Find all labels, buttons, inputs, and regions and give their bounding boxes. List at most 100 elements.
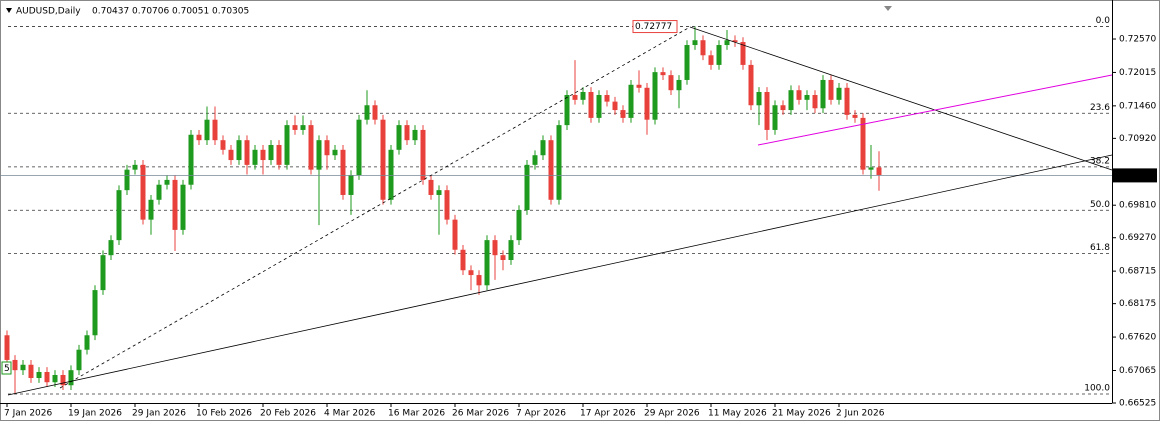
candle-body	[108, 240, 114, 256]
y-tick-label: 0.70920	[1119, 134, 1156, 144]
x-tick-label: 20 Feb 2026	[260, 409, 316, 419]
x-tick-label: 10 Feb 2026	[196, 409, 252, 419]
candle-body	[420, 129, 426, 180]
x-tick-label: 19 Jan 2026	[68, 409, 122, 419]
candle-body	[828, 79, 834, 100]
plot	[0, 20, 1112, 395]
candle-body	[572, 95, 578, 100]
candle-body	[380, 119, 386, 200]
x-tick-label: 29 Jan 2026	[132, 409, 186, 419]
candle-body	[156, 184, 162, 200]
candle-body	[636, 84, 642, 88]
ohlc-low: 0.70051	[172, 7, 209, 17]
candle-body	[60, 375, 66, 386]
candle-body	[748, 64, 754, 106]
y-tick-label: 0.72015	[1119, 68, 1156, 78]
candle-body	[276, 144, 282, 165]
candle-body	[220, 140, 226, 150]
trend-line	[7, 154, 1113, 396]
candle-body	[612, 101, 618, 111]
y-tick-label: 0.69270	[1119, 233, 1156, 243]
candle-body	[4, 335, 10, 360]
candle-body	[100, 255, 106, 291]
candle-body	[364, 105, 370, 120]
candle-body	[668, 75, 674, 91]
candle-body	[468, 270, 474, 276]
fib-level-label: 100.0	[1084, 383, 1110, 393]
x-tick-label: 16 Mar 2026	[388, 409, 445, 419]
candle-body	[436, 190, 442, 195]
candle-body	[876, 167, 882, 176]
fib-base-line	[59, 26, 691, 389]
candle-body	[844, 87, 850, 115]
candle-body	[476, 275, 482, 286]
x-tick-label: 21 May 2026	[772, 409, 831, 419]
candle-body	[492, 240, 498, 256]
shift-marker	[884, 6, 892, 11]
candle-body	[820, 79, 826, 109]
candle-body	[196, 134, 202, 141]
y-tick-label: 0.68175	[1119, 299, 1156, 309]
ohlc-open: 0.70437	[92, 7, 129, 17]
candle-body	[868, 167, 874, 170]
candle-body	[260, 149, 266, 161]
candle-body	[12, 359, 18, 371]
fib-level-label: 50.0	[1090, 200, 1110, 210]
candle-body	[332, 149, 338, 156]
ohlc-close: 0.70305	[212, 7, 249, 17]
candle-body	[92, 290, 98, 336]
candle-body	[148, 199, 154, 220]
candle-body	[660, 72, 666, 76]
ohlc-high: 0.70706	[132, 7, 169, 17]
y-tick-label: 0.69810	[1119, 201, 1156, 211]
candle-body	[84, 335, 90, 350]
fib-level-label: 23.6	[1090, 103, 1110, 113]
candle-body	[300, 125, 306, 130]
fib-level-label: 0.0	[1096, 16, 1111, 26]
candle-body	[116, 190, 122, 241]
y-tick-label: 0.71460	[1119, 101, 1156, 111]
x-tick-label: 11 May 2026	[708, 409, 767, 419]
candle-body	[404, 125, 410, 141]
candle-body	[836, 87, 842, 100]
current-price-label: 0.70305	[1116, 171, 1153, 181]
candle-body	[52, 375, 58, 383]
candle-body	[516, 210, 522, 241]
candle-body	[348, 175, 354, 195]
fib-level-label: 61.8	[1090, 243, 1110, 253]
candle-body	[20, 364, 26, 371]
chart-title: AUDUSD,Daily	[16, 7, 81, 17]
candle-body	[564, 95, 570, 126]
candle-body	[76, 349, 82, 371]
candle-body	[452, 219, 458, 250]
candle-body	[596, 95, 602, 118]
candle-body	[268, 144, 274, 161]
candle-body	[788, 90, 794, 111]
current-price-box	[1113, 168, 1157, 183]
candle-body	[628, 84, 634, 118]
y-tick-label: 0.67620	[1119, 333, 1156, 343]
candle-body	[708, 55, 714, 65]
candle-body	[508, 240, 514, 260]
x-tick-label: 7 Jan 2026	[4, 409, 52, 419]
candle-body	[324, 140, 330, 156]
candle-body	[540, 140, 546, 156]
x-tick-label: 17 Apr 2026	[580, 409, 636, 419]
candle-body	[484, 240, 490, 286]
candle-body	[204, 119, 210, 141]
candle-body	[620, 110, 626, 118]
candle-body	[796, 90, 802, 100]
candle-body	[460, 249, 466, 271]
candle-body	[212, 119, 218, 141]
candle-body	[740, 42, 746, 65]
candle-body	[444, 190, 450, 220]
candle-body	[852, 114, 858, 118]
candle-body	[524, 164, 530, 211]
candle-body	[580, 92, 586, 100]
candle-body	[532, 155, 538, 165]
candle-body	[316, 140, 322, 170]
candle-body	[604, 95, 610, 102]
y-tick-label: 0.68715	[1119, 267, 1156, 277]
candle-body	[124, 169, 130, 191]
